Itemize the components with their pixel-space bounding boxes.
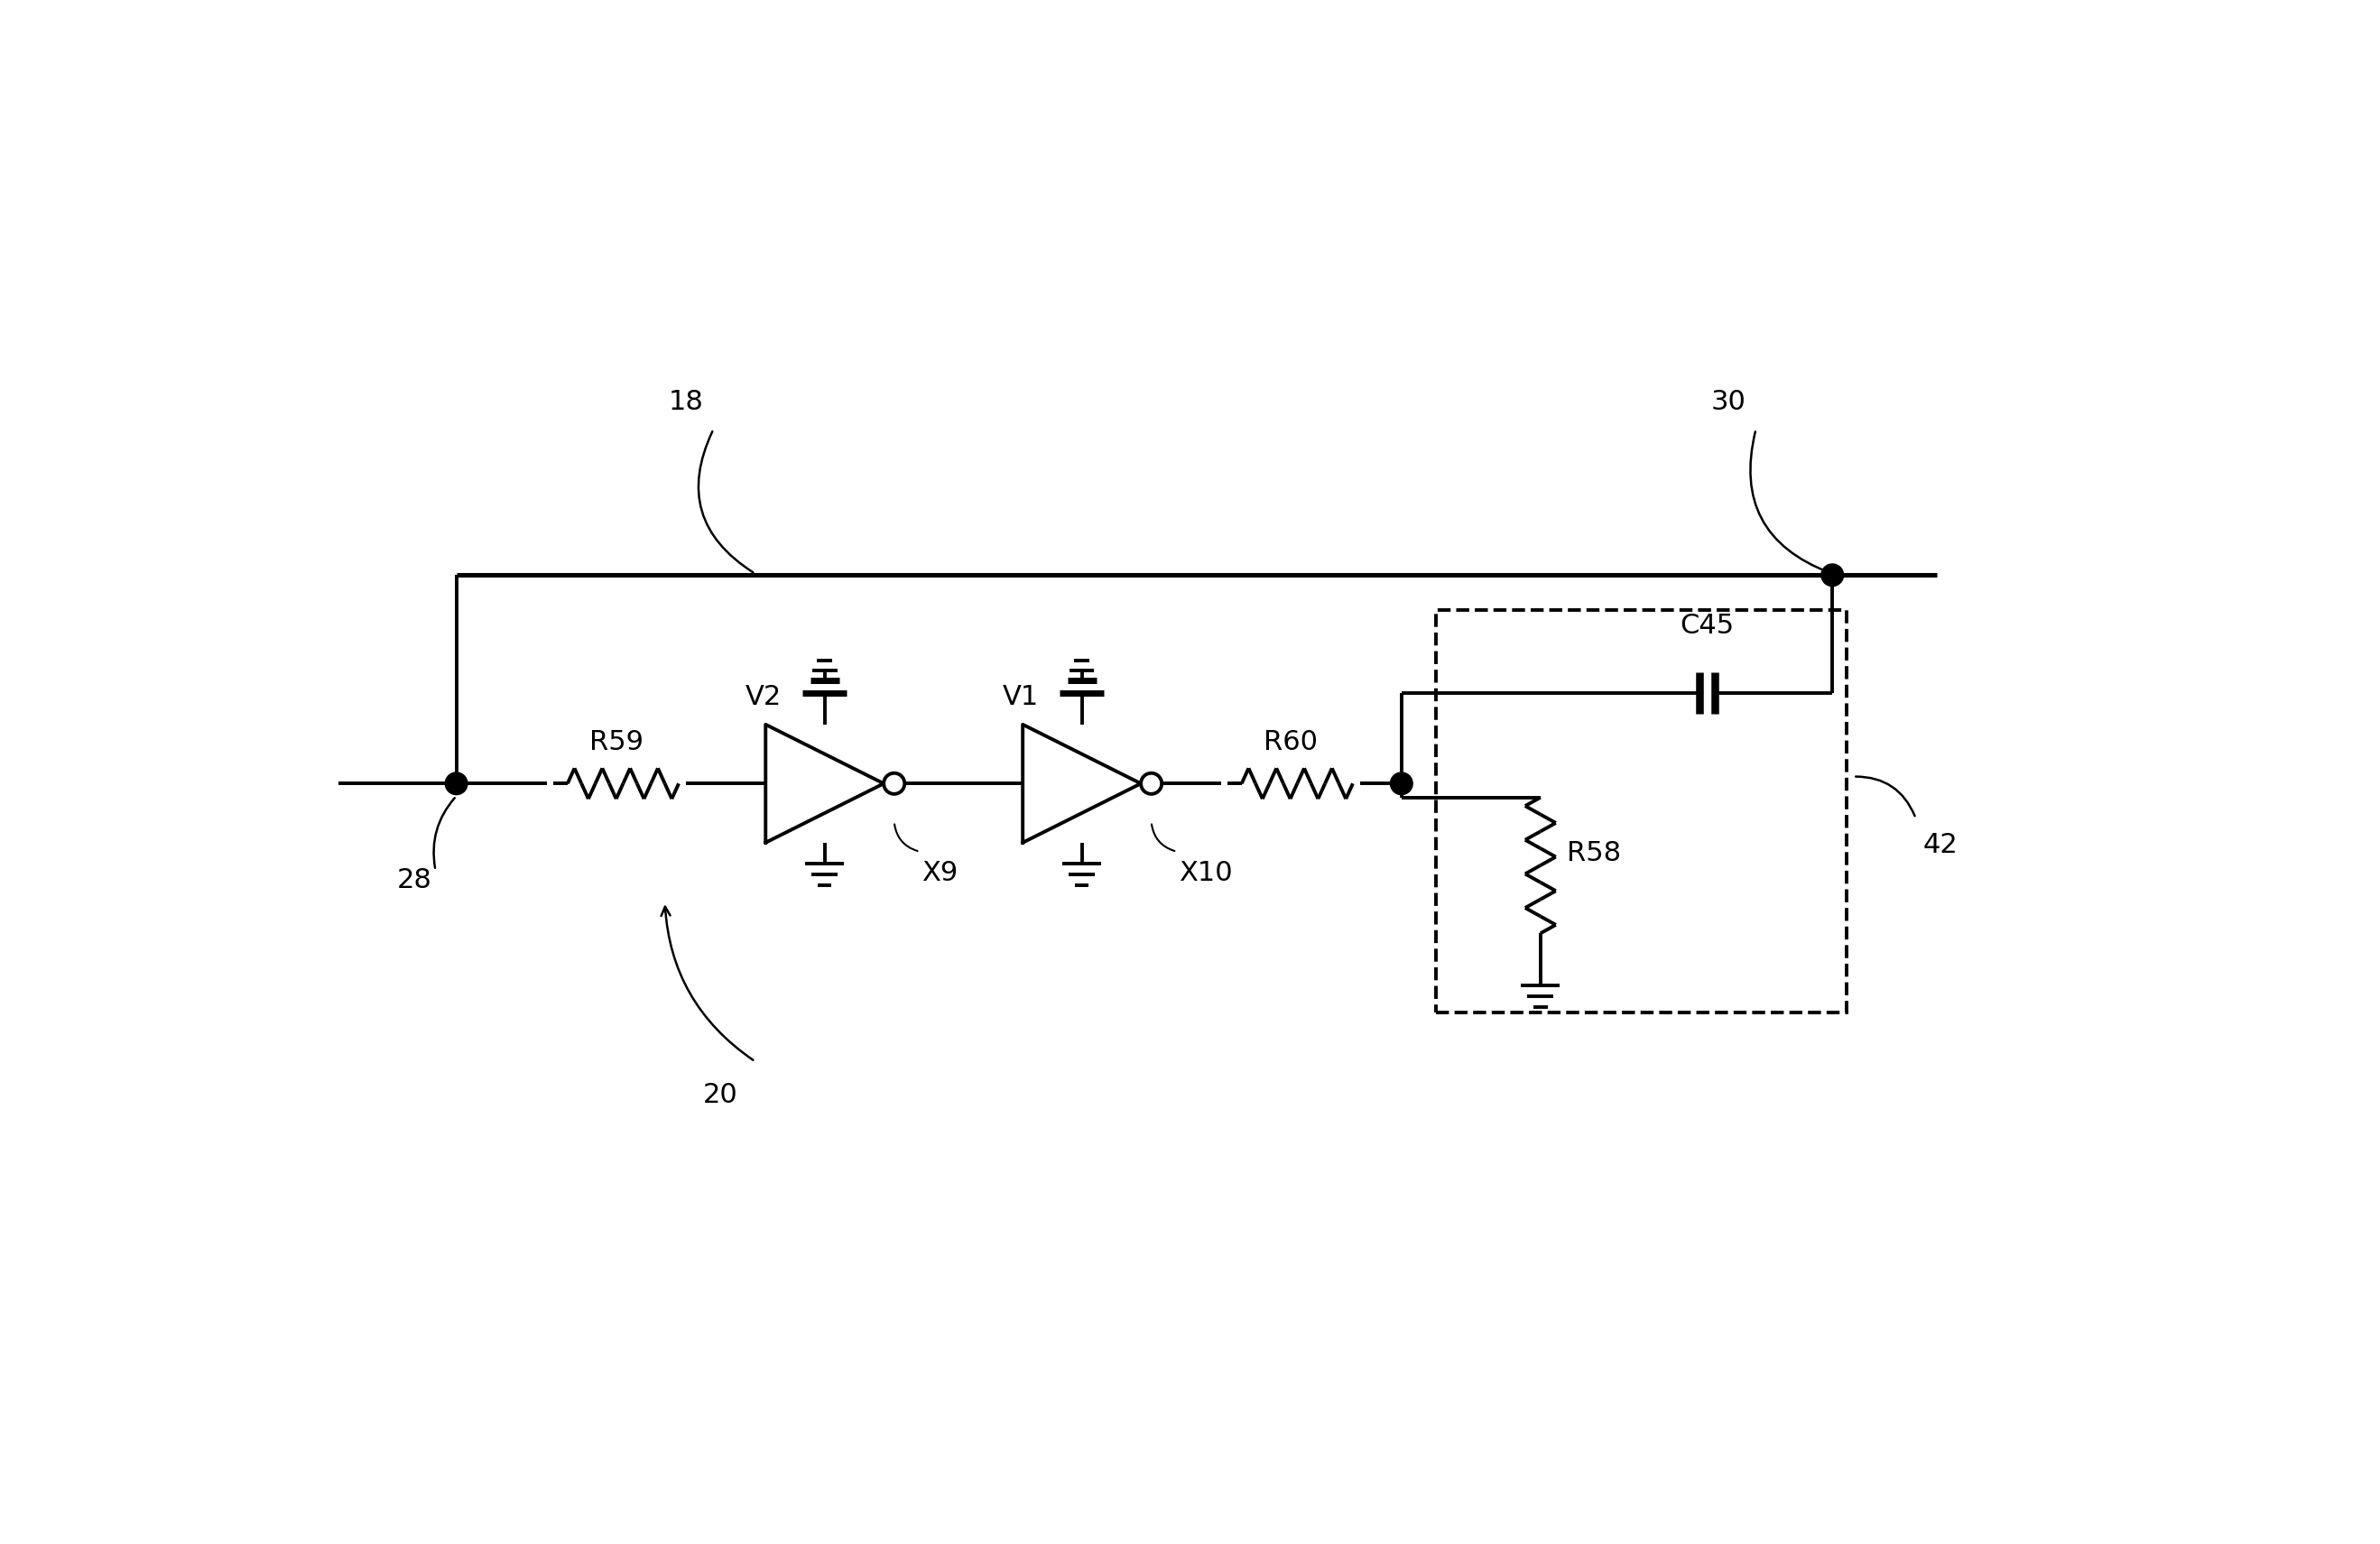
- Text: 30: 30: [1711, 389, 1745, 415]
- FancyArrowPatch shape: [697, 431, 752, 573]
- Text: R60: R60: [1264, 730, 1319, 755]
- Circle shape: [445, 772, 466, 795]
- FancyArrowPatch shape: [1152, 824, 1176, 851]
- Text: R58: R58: [1566, 840, 1621, 866]
- FancyArrowPatch shape: [895, 824, 916, 851]
- FancyArrowPatch shape: [662, 906, 752, 1061]
- Text: X10: X10: [1178, 860, 1233, 886]
- Text: 18: 18: [669, 389, 702, 415]
- Text: V1: V1: [1002, 684, 1038, 710]
- Text: X9: X9: [921, 860, 959, 886]
- FancyArrowPatch shape: [433, 798, 455, 868]
- FancyArrowPatch shape: [1749, 432, 1830, 573]
- Text: V2: V2: [745, 684, 781, 710]
- Text: 42: 42: [1923, 832, 1959, 858]
- Text: C45: C45: [1680, 613, 1735, 639]
- Text: 20: 20: [702, 1082, 738, 1109]
- Text: 28: 28: [397, 866, 433, 892]
- FancyArrowPatch shape: [1856, 777, 1916, 815]
- Bar: [1435, 610, 1847, 1013]
- Circle shape: [1821, 564, 1845, 587]
- Circle shape: [1390, 772, 1414, 795]
- Text: R59: R59: [590, 730, 643, 755]
